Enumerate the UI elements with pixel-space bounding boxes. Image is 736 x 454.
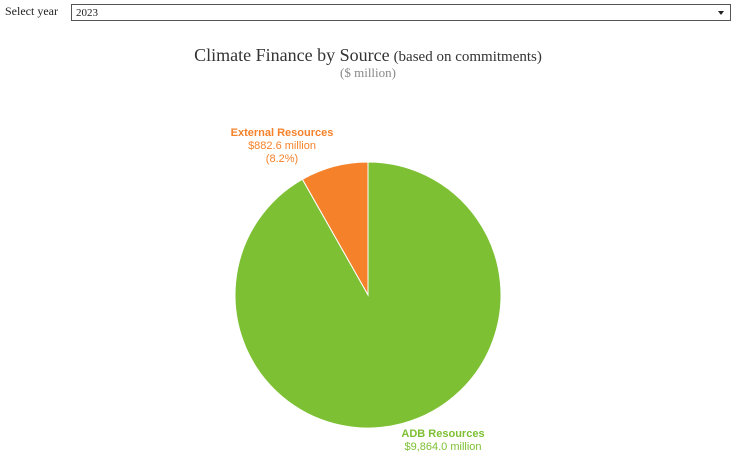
chart-title-main: Climate Finance by Source xyxy=(194,45,390,65)
slice-label-name: ADB Resources xyxy=(401,428,484,440)
chart-title-suffix: (based on commitments) xyxy=(393,49,542,65)
chart-subtitle: ($ million) xyxy=(340,65,396,80)
slice-label-name: External Resources xyxy=(231,127,334,139)
slice-label-value: $882.6 million xyxy=(248,140,316,152)
slice-label-adb-resources: ADB Resources$9,864.0 million xyxy=(401,428,484,453)
slice-label-external-resources: External Resources$882.6 million(8.2%) xyxy=(231,127,334,165)
chevron-down-icon[interactable] xyxy=(718,11,724,15)
slice-label-percent: (8.2%) xyxy=(266,153,298,165)
pie-slice-adb-resources[interactable] xyxy=(234,161,502,429)
slice-label-value: $9,864.0 million xyxy=(404,441,481,453)
year-select[interactable]: 2023 xyxy=(71,4,731,21)
select-year-label: Select year xyxy=(5,4,58,18)
year-select-value: 2023 xyxy=(76,7,98,19)
chart-title: Climate Finance by Source (based on comm… xyxy=(0,45,736,67)
